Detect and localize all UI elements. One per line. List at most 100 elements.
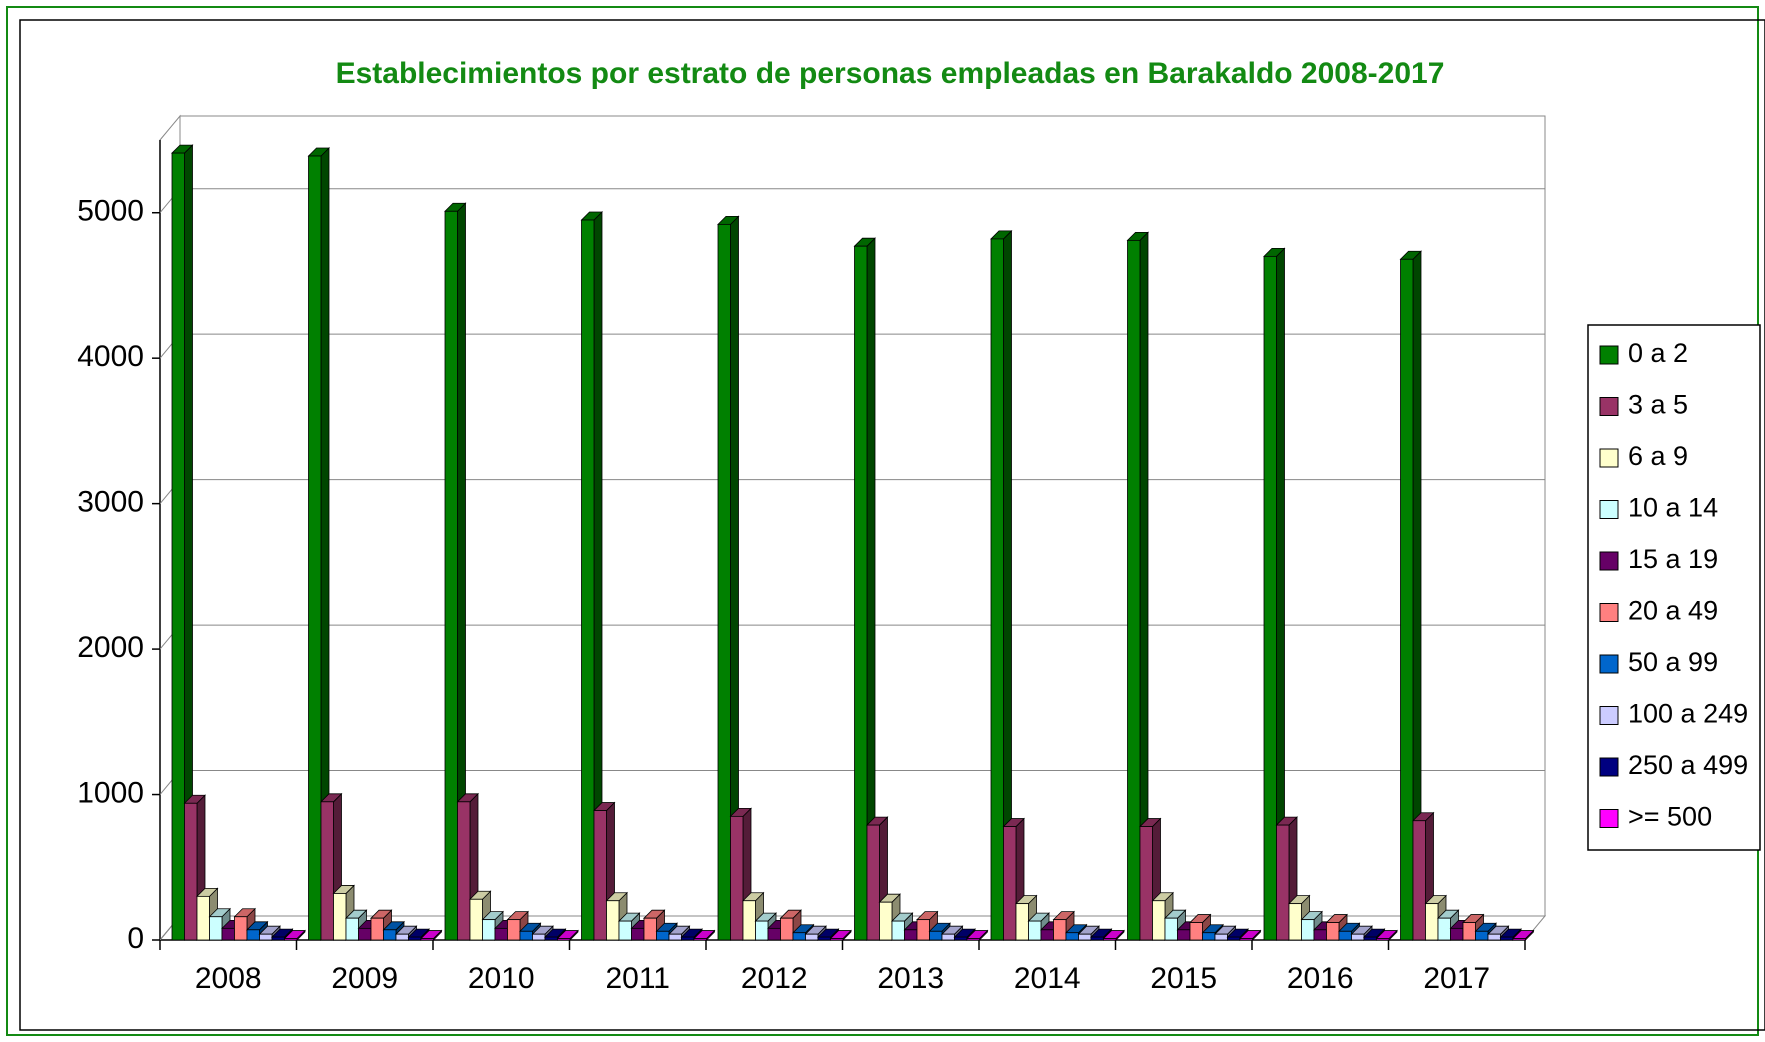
bar bbox=[370, 917, 384, 941]
bar bbox=[1437, 917, 1451, 941]
bar bbox=[792, 932, 806, 941]
bar bbox=[246, 929, 260, 941]
bar bbox=[1462, 922, 1476, 941]
bar bbox=[395, 933, 409, 941]
legend-label: 100 a 249 bbox=[1628, 699, 1748, 729]
x-tick-label: 2017 bbox=[1423, 962, 1490, 995]
bar bbox=[717, 223, 731, 941]
x-tick-label: 2009 bbox=[331, 962, 398, 995]
bar bbox=[1177, 929, 1191, 941]
bar bbox=[557, 938, 571, 941]
y-tick-label: 2000 bbox=[77, 631, 144, 664]
bar bbox=[693, 938, 707, 941]
legend-label: 6 a 9 bbox=[1628, 441, 1688, 471]
bar bbox=[581, 219, 595, 941]
bar bbox=[1065, 932, 1079, 941]
bar bbox=[1164, 917, 1178, 941]
bar bbox=[271, 936, 285, 941]
bar bbox=[1512, 938, 1526, 941]
bar bbox=[333, 893, 347, 941]
legend-label: 3 a 5 bbox=[1628, 390, 1688, 420]
bar bbox=[730, 815, 744, 941]
bar bbox=[519, 930, 533, 941]
bar bbox=[1487, 933, 1501, 941]
bar bbox=[469, 898, 483, 941]
legend-label: 250 a 499 bbox=[1628, 750, 1748, 780]
bar bbox=[457, 801, 471, 941]
bar bbox=[1202, 932, 1216, 941]
bar bbox=[1313, 929, 1327, 941]
bar bbox=[1276, 824, 1290, 941]
bar bbox=[408, 936, 422, 941]
bar bbox=[1227, 936, 1241, 941]
bar bbox=[656, 930, 670, 941]
bar bbox=[1103, 938, 1117, 941]
y-tick-label: 0 bbox=[127, 922, 144, 955]
bar bbox=[966, 938, 980, 941]
bar bbox=[507, 919, 521, 941]
bar bbox=[345, 917, 359, 941]
bar bbox=[830, 938, 844, 941]
legend-label: 10 a 14 bbox=[1628, 493, 1718, 523]
bar bbox=[444, 210, 458, 941]
bar bbox=[383, 929, 397, 941]
x-tick-label: 2011 bbox=[605, 962, 670, 995]
bar bbox=[1363, 936, 1377, 941]
bar bbox=[1015, 903, 1029, 941]
x-tick-label: 2008 bbox=[195, 962, 262, 995]
legend-swatch bbox=[1599, 345, 1619, 365]
bar bbox=[1301, 919, 1315, 941]
bar bbox=[606, 900, 620, 941]
y-tick-label: 3000 bbox=[77, 486, 144, 519]
legend-label: 20 a 49 bbox=[1628, 596, 1718, 626]
y-tick-label: 1000 bbox=[77, 776, 144, 809]
legend-swatch bbox=[1599, 448, 1619, 468]
legend-label: 50 a 99 bbox=[1628, 647, 1718, 677]
bar bbox=[755, 920, 769, 941]
bar bbox=[532, 933, 546, 941]
bar bbox=[854, 245, 868, 941]
legend-label: 15 a 19 bbox=[1628, 544, 1718, 574]
bar bbox=[259, 933, 273, 941]
bar bbox=[904, 929, 918, 941]
bar bbox=[954, 936, 968, 941]
bar bbox=[879, 901, 893, 941]
bar bbox=[1152, 900, 1166, 941]
legend-swatch bbox=[1599, 603, 1619, 622]
legend-swatch bbox=[1599, 551, 1619, 571]
bar bbox=[1090, 936, 1104, 941]
legend-swatch bbox=[1599, 654, 1619, 674]
bar bbox=[1040, 929, 1054, 941]
x-tick-label: 2013 bbox=[877, 962, 944, 995]
bar bbox=[866, 824, 880, 941]
bar bbox=[1053, 919, 1067, 941]
bar bbox=[1028, 920, 1042, 941]
bar bbox=[1127, 239, 1141, 941]
y-tick-label: 4000 bbox=[77, 340, 144, 373]
bar bbox=[817, 936, 831, 941]
x-tick-label: 2015 bbox=[1150, 962, 1217, 995]
bar bbox=[1475, 930, 1489, 941]
legend-swatch bbox=[1599, 706, 1619, 725]
bar bbox=[320, 801, 334, 941]
chart-title: Establecimientos por estrato de personas… bbox=[336, 57, 1445, 90]
legend-label: 0 a 2 bbox=[1628, 338, 1688, 368]
bar bbox=[1500, 936, 1514, 941]
bar bbox=[1338, 930, 1352, 941]
bar bbox=[196, 895, 210, 941]
bar bbox=[494, 927, 508, 941]
legend-swatch bbox=[1599, 500, 1619, 519]
bar bbox=[916, 919, 930, 941]
bar bbox=[593, 810, 607, 941]
bar bbox=[358, 927, 372, 941]
bar bbox=[308, 155, 322, 941]
bar bbox=[420, 938, 434, 941]
chart-area bbox=[19, 19, 1765, 1031]
bar bbox=[805, 933, 819, 941]
bar bbox=[184, 802, 198, 941]
bar bbox=[1450, 927, 1464, 941]
bar bbox=[681, 936, 695, 941]
bar bbox=[209, 916, 223, 941]
bar bbox=[891, 920, 905, 941]
